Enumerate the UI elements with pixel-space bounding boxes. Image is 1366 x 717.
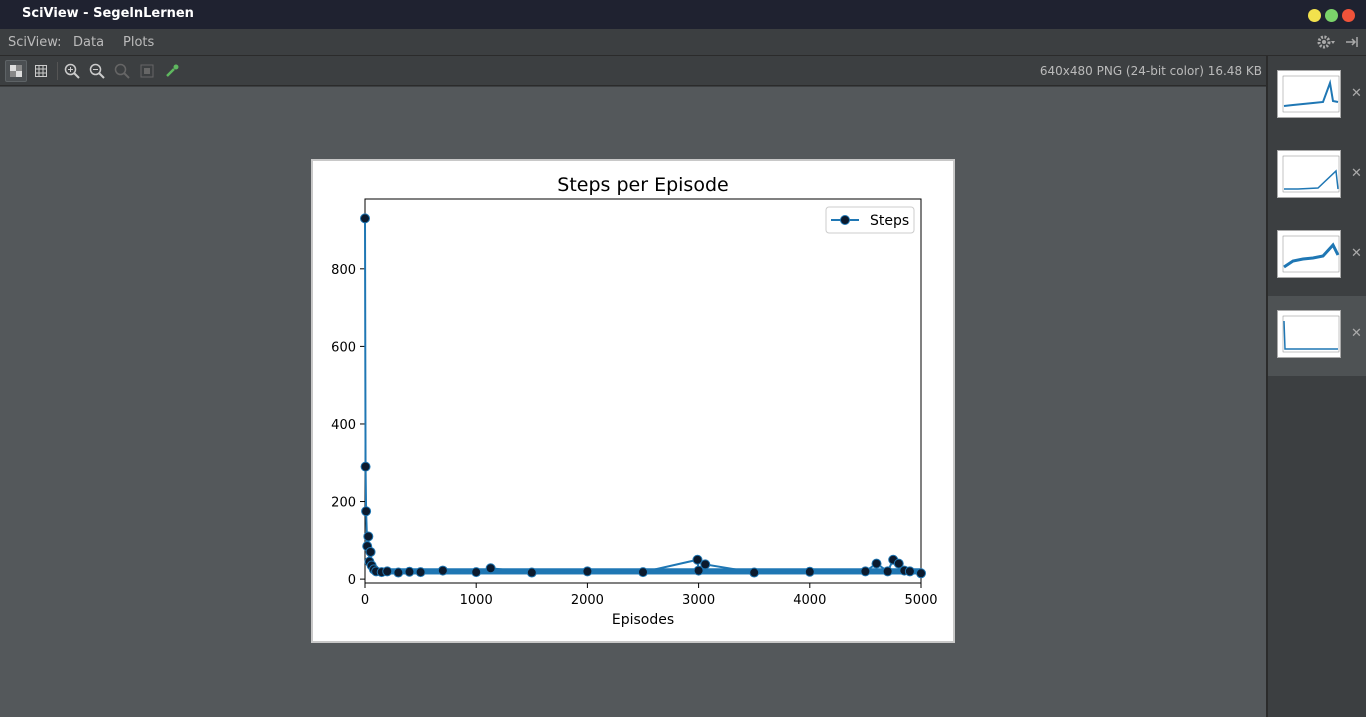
plot-image: Steps per Episode Episodes 0 1000 2000 3000 40… bbox=[311, 159, 955, 643]
data-point bbox=[882, 566, 893, 577]
chart-title: Steps per Episode bbox=[557, 174, 728, 196]
data-point bbox=[700, 559, 711, 570]
data-point bbox=[638, 567, 648, 578]
x-tick-label: 2000 bbox=[571, 593, 604, 608]
data-point bbox=[693, 565, 704, 576]
x-axis-label: Episodes bbox=[612, 612, 674, 628]
data-point bbox=[526, 567, 537, 578]
close-icon[interactable]: ✕ bbox=[1351, 246, 1362, 261]
data-point bbox=[471, 567, 482, 578]
x-tick-label: 5000 bbox=[904, 593, 937, 608]
minimize-button[interactable] bbox=[1308, 9, 1321, 22]
sciview-label: SciView: bbox=[8, 35, 62, 50]
image-info: 640x480 PNG (24-bit color) 16.48 KB bbox=[1039, 64, 1262, 78]
x-tick-label: 0 bbox=[361, 593, 369, 608]
close-icon[interactable]: ✕ bbox=[1351, 326, 1362, 341]
data-point bbox=[692, 554, 703, 565]
y-tick-label: 800 bbox=[331, 263, 356, 278]
checkerboard-icon[interactable] bbox=[5, 60, 27, 82]
data-point bbox=[893, 558, 904, 569]
grid-icon[interactable] bbox=[30, 60, 52, 82]
data-point bbox=[916, 568, 926, 579]
y-tick-label: 0 bbox=[348, 573, 356, 588]
pin-icon[interactable] bbox=[1344, 34, 1360, 54]
window-title: SciView - SegelnLernen bbox=[22, 6, 194, 21]
data-point bbox=[749, 567, 760, 578]
zoom-out-icon[interactable] bbox=[86, 60, 108, 82]
thumbnail-image bbox=[1277, 230, 1341, 278]
data-point bbox=[415, 567, 426, 578]
data-point bbox=[363, 531, 374, 542]
color-picker-icon[interactable] bbox=[161, 60, 183, 82]
zoom-in-icon[interactable] bbox=[61, 60, 83, 82]
y-tick-label: 200 bbox=[331, 496, 356, 511]
gear-icon[interactable] bbox=[1316, 34, 1336, 54]
data-point bbox=[360, 461, 371, 472]
y-tick-label: 600 bbox=[331, 340, 356, 355]
data-point bbox=[904, 566, 915, 577]
thumbnail-1[interactable]: ✕ bbox=[1268, 56, 1366, 136]
toolbar: 640x480 PNG (24-bit color) 16.48 KB bbox=[0, 56, 1266, 86]
close-icon[interactable]: ✕ bbox=[1351, 166, 1362, 181]
data-point bbox=[393, 567, 404, 578]
data-point bbox=[871, 558, 882, 569]
menu-plots[interactable]: Plots bbox=[123, 35, 155, 50]
legend-label: Steps bbox=[870, 213, 909, 229]
thumbnail-image bbox=[1277, 70, 1341, 118]
data-point bbox=[361, 506, 372, 517]
x-tick-label: 1000 bbox=[460, 593, 493, 608]
legend-marker bbox=[840, 215, 850, 225]
data-point bbox=[437, 565, 448, 576]
thumbnail-3[interactable]: ✕ bbox=[1268, 216, 1366, 296]
image-viewer[interactable]: Steps per Episode Episodes 0 1000 2000 3000 40… bbox=[0, 87, 1266, 717]
thumbnail-image bbox=[1277, 310, 1341, 358]
thumbnail-4[interactable]: ✕ bbox=[1268, 296, 1366, 376]
data-point bbox=[485, 563, 496, 574]
data-point bbox=[860, 566, 871, 577]
menu-data[interactable]: Data bbox=[73, 35, 105, 50]
thumbnail-sidebar: ✕ ✕ ✕ ✕ bbox=[1266, 56, 1366, 717]
thumbnail-image bbox=[1277, 150, 1341, 198]
close-button[interactable] bbox=[1342, 9, 1355, 22]
data-point bbox=[582, 566, 593, 577]
fit-window-icon bbox=[136, 60, 158, 82]
plot-area bbox=[364, 198, 922, 584]
y-tick-label: 400 bbox=[331, 418, 356, 433]
thumbnail-2[interactable]: ✕ bbox=[1268, 136, 1366, 216]
data-point bbox=[360, 213, 370, 224]
x-tick-label: 4000 bbox=[793, 593, 826, 608]
close-icon[interactable]: ✕ bbox=[1351, 86, 1362, 101]
data-point bbox=[365, 546, 376, 557]
data-point bbox=[404, 566, 415, 577]
menu-bar: SciView: Data Plots bbox=[0, 29, 1366, 56]
data-point bbox=[382, 566, 393, 577]
legend-box bbox=[825, 206, 915, 234]
maximize-button[interactable] bbox=[1325, 9, 1338, 22]
data-point bbox=[804, 566, 815, 577]
actual-size-icon bbox=[111, 60, 133, 82]
title-bar: SciView - SegelnLernen bbox=[0, 0, 1366, 29]
x-tick-label: 3000 bbox=[682, 593, 715, 608]
